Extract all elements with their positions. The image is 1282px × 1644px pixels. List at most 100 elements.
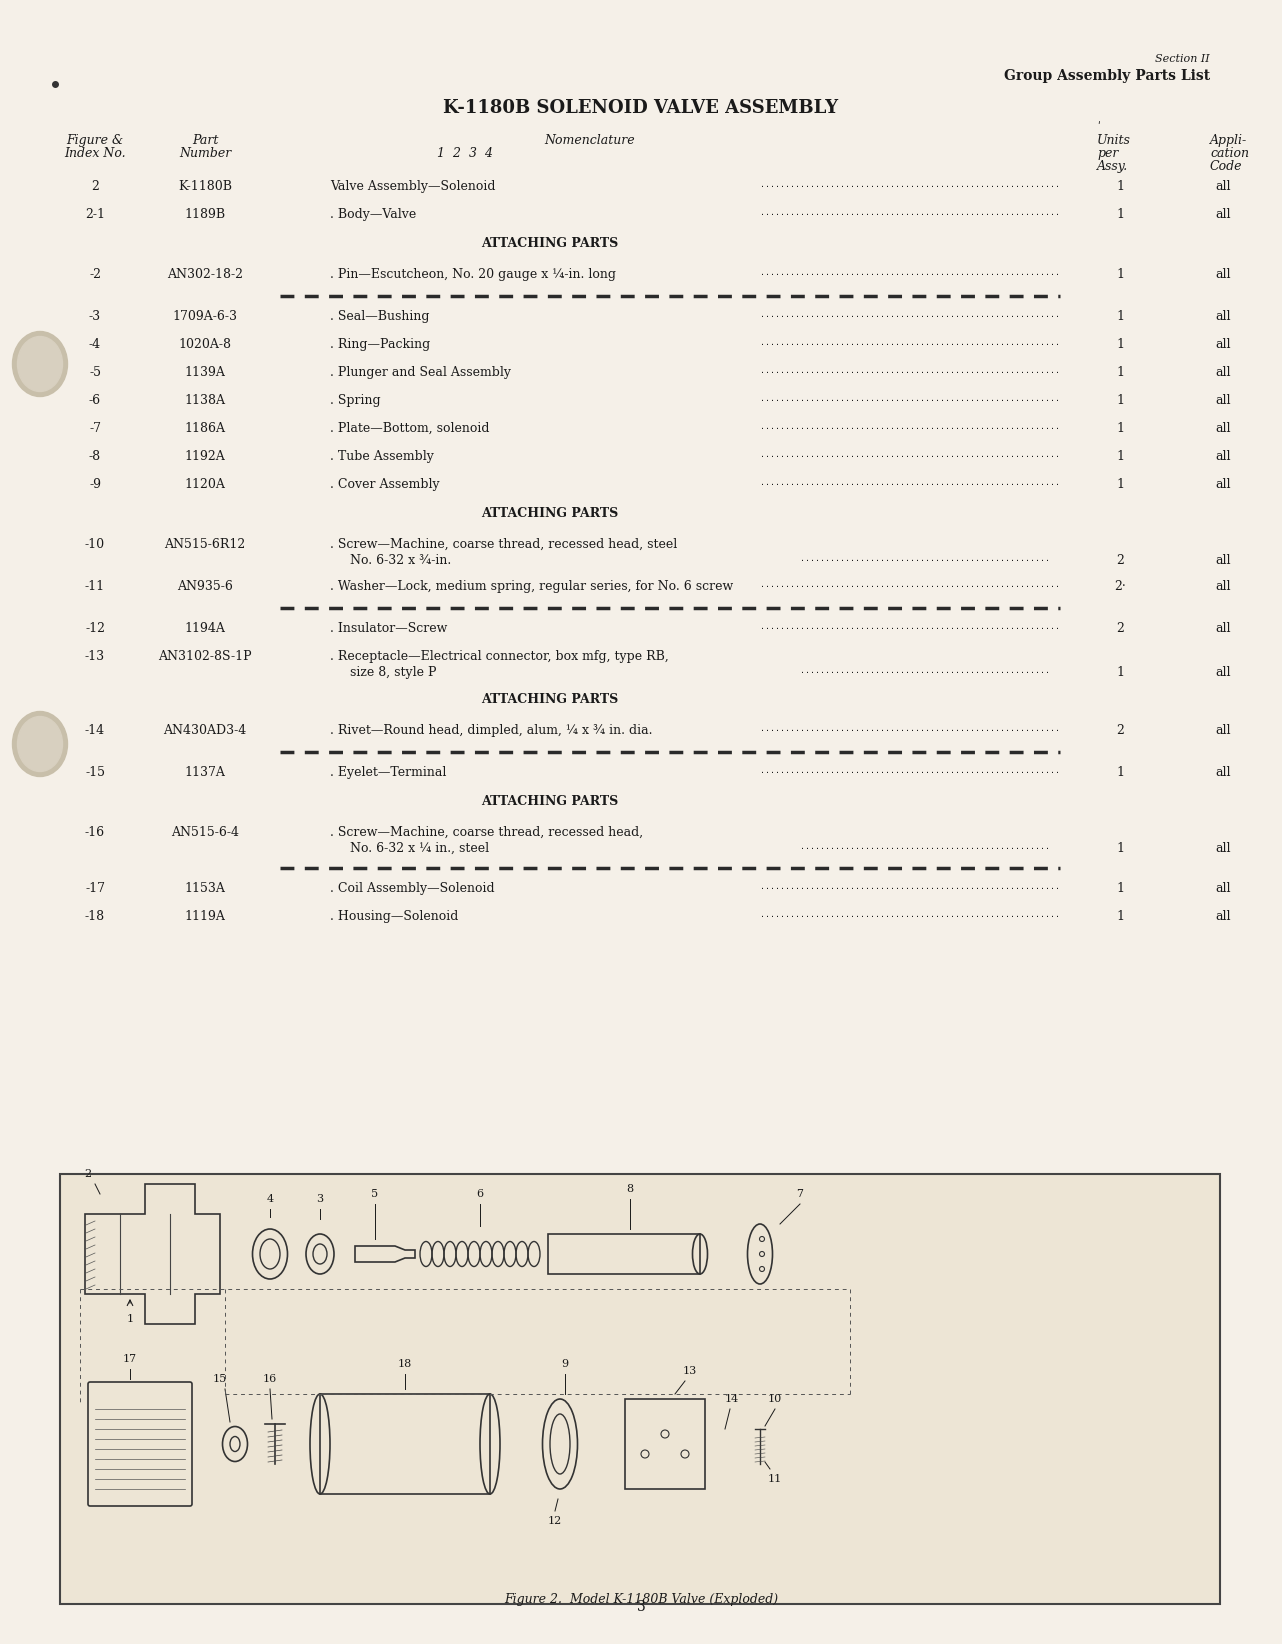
Text: No. 6-32 x ¼ in., steel: No. 6-32 x ¼ in., steel bbox=[350, 842, 490, 855]
Text: -11: -11 bbox=[85, 580, 105, 593]
Text: all: all bbox=[1215, 911, 1231, 922]
Text: all: all bbox=[1215, 311, 1231, 322]
Text: 2: 2 bbox=[91, 179, 99, 192]
Text: 1709A-6-3: 1709A-6-3 bbox=[173, 311, 237, 322]
Text: 1120A: 1120A bbox=[185, 478, 226, 492]
Text: ............................................................: ........................................… bbox=[760, 766, 1060, 774]
Text: 1137A: 1137A bbox=[185, 766, 226, 779]
Text: Figure 2.  Model K-1180B Valve (Exploded): Figure 2. Model K-1180B Valve (Exploded) bbox=[504, 1593, 778, 1606]
Text: ATTACHING PARTS: ATTACHING PARTS bbox=[481, 506, 619, 520]
Text: -14: -14 bbox=[85, 723, 105, 737]
Text: all: all bbox=[1215, 723, 1231, 737]
Text: all: all bbox=[1215, 209, 1231, 220]
Text: K-1180B: K-1180B bbox=[178, 179, 232, 192]
Text: . Eyelet—Terminal: . Eyelet—Terminal bbox=[329, 766, 446, 779]
Text: ............................................................: ........................................… bbox=[760, 621, 1060, 631]
Text: . Tube Assembly: . Tube Assembly bbox=[329, 450, 433, 464]
Text: all: all bbox=[1215, 395, 1231, 408]
Text: ..................................................: ........................................… bbox=[800, 842, 1050, 852]
Bar bbox=[60, 1174, 1220, 1605]
Text: -16: -16 bbox=[85, 825, 105, 838]
Text: ............................................................: ........................................… bbox=[760, 367, 1060, 375]
Text: 1186A: 1186A bbox=[185, 423, 226, 436]
Text: cation: cation bbox=[1210, 146, 1249, 159]
Text: Part: Part bbox=[192, 135, 218, 146]
Text: all: all bbox=[1215, 478, 1231, 492]
Text: -2: -2 bbox=[88, 268, 101, 281]
Text: 2·: 2· bbox=[1114, 580, 1126, 593]
Text: . Spring: . Spring bbox=[329, 395, 381, 408]
Text: ............................................................: ........................................… bbox=[760, 478, 1060, 487]
Text: 16: 16 bbox=[263, 1374, 277, 1384]
Text: 9: 9 bbox=[562, 1360, 568, 1369]
Text: all: all bbox=[1215, 268, 1231, 281]
Text: Code: Code bbox=[1210, 159, 1242, 173]
Text: ............................................................: ........................................… bbox=[760, 395, 1060, 403]
Text: 1189B: 1189B bbox=[185, 209, 226, 220]
Text: . Washer—Lock, medium spring, regular series, for No. 6 screw: . Washer—Lock, medium spring, regular se… bbox=[329, 580, 733, 593]
Text: . Plate—Bottom, solenoid: . Plate—Bottom, solenoid bbox=[329, 423, 490, 436]
Text: ............................................................: ........................................… bbox=[760, 209, 1060, 217]
Text: 3: 3 bbox=[317, 1194, 323, 1203]
Text: -18: -18 bbox=[85, 911, 105, 922]
Text: 1: 1 bbox=[1117, 881, 1124, 894]
Text: 12: 12 bbox=[547, 1516, 562, 1526]
Text: Assy.: Assy. bbox=[1097, 159, 1128, 173]
Text: . Screw—Machine, coarse thread, recessed head, steel: . Screw—Machine, coarse thread, recessed… bbox=[329, 538, 677, 551]
Text: 1020A-8: 1020A-8 bbox=[178, 339, 232, 352]
Text: 14: 14 bbox=[726, 1394, 740, 1404]
Text: -5: -5 bbox=[88, 367, 101, 380]
Text: AN515-6-4: AN515-6-4 bbox=[171, 825, 238, 838]
Text: 1: 1 bbox=[127, 1314, 133, 1323]
Text: 1: 1 bbox=[1117, 478, 1124, 492]
Text: ATTACHING PARTS: ATTACHING PARTS bbox=[481, 694, 619, 705]
Text: ............................................................: ........................................… bbox=[760, 179, 1060, 189]
Text: 1138A: 1138A bbox=[185, 395, 226, 408]
Bar bbox=[626, 1399, 705, 1489]
Text: 1: 1 bbox=[1117, 268, 1124, 281]
Text: AN3102-8S-1P: AN3102-8S-1P bbox=[158, 649, 251, 663]
Text: 1139A: 1139A bbox=[185, 367, 226, 380]
Text: . Seal—Bushing: . Seal—Bushing bbox=[329, 311, 429, 322]
Text: Appli-: Appli- bbox=[1210, 135, 1247, 146]
Text: -6: -6 bbox=[88, 395, 101, 408]
Text: Valve Assembly—Solenoid: Valve Assembly—Solenoid bbox=[329, 179, 496, 192]
Text: 1194A: 1194A bbox=[185, 621, 226, 635]
Text: 8: 8 bbox=[627, 1184, 633, 1194]
Text: -12: -12 bbox=[85, 621, 105, 635]
Text: 1: 1 bbox=[1117, 842, 1124, 855]
Text: K-1180B SOLENOID VALVE ASSEMBLY: K-1180B SOLENOID VALVE ASSEMBLY bbox=[444, 99, 838, 117]
Text: . Screw—Machine, coarse thread, recessed head,: . Screw—Machine, coarse thread, recessed… bbox=[329, 825, 644, 838]
Text: ............................................................: ........................................… bbox=[760, 339, 1060, 347]
Text: 1: 1 bbox=[1117, 395, 1124, 408]
Text: all: all bbox=[1215, 621, 1231, 635]
Text: all: all bbox=[1215, 766, 1231, 779]
Text: 1: 1 bbox=[1117, 209, 1124, 220]
Ellipse shape bbox=[18, 337, 63, 391]
Text: 1: 1 bbox=[1117, 666, 1124, 679]
Text: . Ring—Packing: . Ring—Packing bbox=[329, 339, 431, 352]
Text: ............................................................: ........................................… bbox=[760, 580, 1060, 589]
Text: -9: -9 bbox=[88, 478, 101, 492]
Text: 17: 17 bbox=[123, 1355, 137, 1365]
Text: 1119A: 1119A bbox=[185, 911, 226, 922]
Text: -4: -4 bbox=[88, 339, 101, 352]
Text: 1153A: 1153A bbox=[185, 881, 226, 894]
Text: 13: 13 bbox=[683, 1366, 697, 1376]
Text: 5: 5 bbox=[372, 1189, 378, 1198]
Text: Group Assembly Parts List: Group Assembly Parts List bbox=[1004, 69, 1210, 82]
Text: . Housing—Solenoid: . Housing—Solenoid bbox=[329, 911, 459, 922]
Text: No. 6-32 x ¾-in.: No. 6-32 x ¾-in. bbox=[350, 554, 451, 567]
Text: ............................................................: ........................................… bbox=[760, 268, 1060, 276]
Text: all: all bbox=[1215, 554, 1231, 567]
Text: ..................................................: ........................................… bbox=[800, 666, 1050, 676]
Text: ............................................................: ........................................… bbox=[760, 881, 1060, 891]
Text: AN515-6R12: AN515-6R12 bbox=[164, 538, 246, 551]
Text: -3: -3 bbox=[88, 311, 101, 322]
Text: ATTACHING PARTS: ATTACHING PARTS bbox=[481, 796, 619, 807]
Ellipse shape bbox=[18, 717, 63, 771]
Text: all: all bbox=[1215, 423, 1231, 436]
Text: ............................................................: ........................................… bbox=[760, 911, 1060, 919]
Text: size 8, style P: size 8, style P bbox=[350, 666, 436, 679]
Text: 3: 3 bbox=[637, 1600, 645, 1614]
